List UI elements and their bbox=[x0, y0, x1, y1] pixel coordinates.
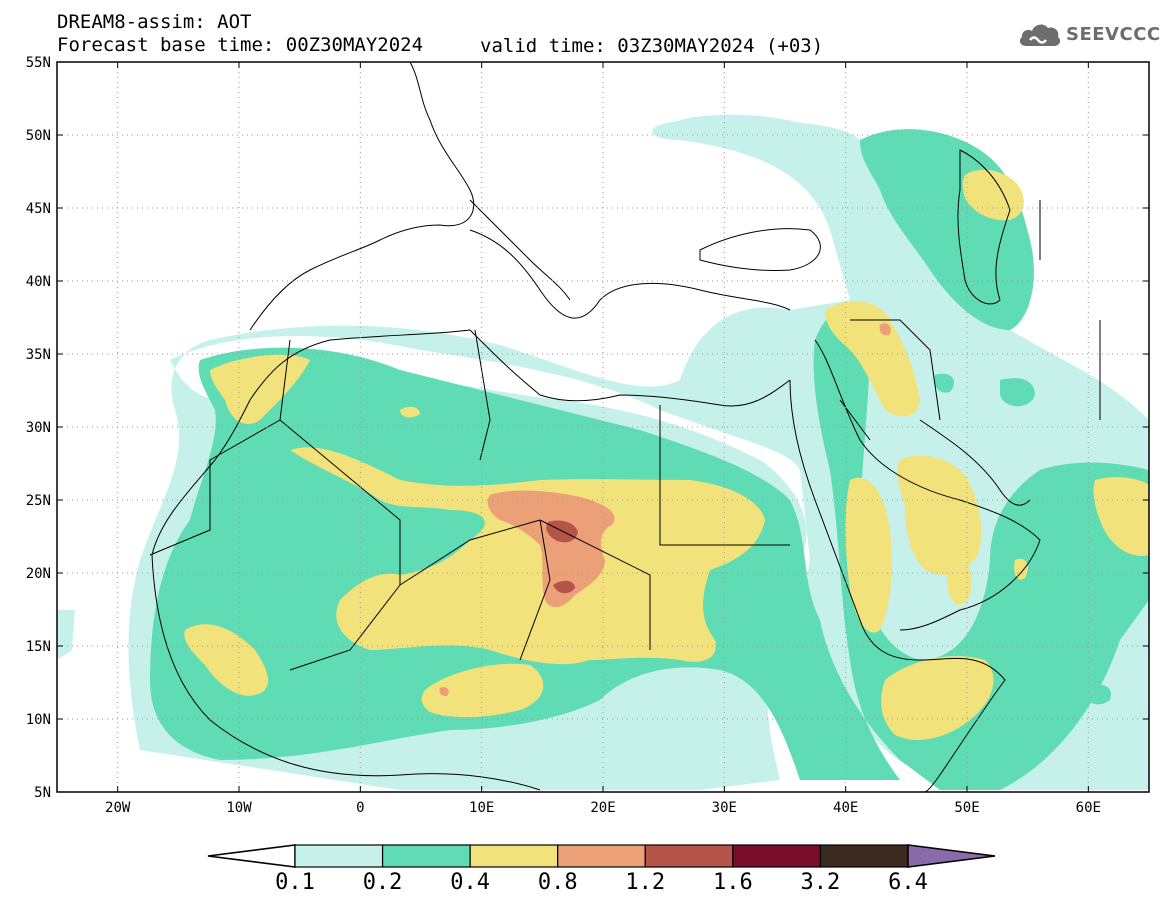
lat-tick-label: 35N bbox=[26, 347, 51, 363]
lat-tick-label: 20N bbox=[26, 566, 51, 582]
colorbar-segment bbox=[732, 844, 822, 868]
colorbar-level-label: 6.4 bbox=[888, 870, 928, 895]
colorbar-segment bbox=[381, 844, 471, 868]
colorbar-level-label: 3.2 bbox=[800, 870, 841, 895]
aot-field bbox=[57, 114, 1149, 790]
colorbar-level-label: 1.2 bbox=[625, 870, 666, 895]
lon-tick-label: 60E bbox=[1076, 800, 1101, 816]
lat-tick-label: 15N bbox=[26, 639, 51, 655]
coastlines bbox=[149, 62, 1101, 792]
colorbar-level-label: 0.4 bbox=[450, 870, 491, 895]
lat-tick-label: 55N bbox=[26, 55, 51, 71]
colorbar-segment bbox=[294, 844, 384, 868]
logo-text: SEEVCCC bbox=[1066, 23, 1161, 45]
latitude-labels: 55N 50N 45N 40N 35N 30N 25N 20N 15N 10N 5N bbox=[26, 55, 51, 801]
lat-tick-label: 45N bbox=[26, 201, 51, 217]
title-line-1: DREAM8-assim: AOT bbox=[57, 11, 252, 33]
colorbar-segment bbox=[557, 844, 646, 868]
colorbar-level-label: 1.6 bbox=[712, 870, 753, 895]
cloud-icon bbox=[1019, 24, 1061, 46]
lon-tick-label: 0 bbox=[356, 800, 364, 816]
lat-tick-label: 40N bbox=[26, 274, 51, 290]
lat-tick-label: 10N bbox=[26, 712, 51, 728]
colorbar-level-label: 0.1 bbox=[275, 870, 315, 895]
aot-band-0.8-1.2 bbox=[439, 323, 891, 697]
colorbar-under-arrow bbox=[207, 844, 296, 868]
colorbar-level-label: 0.2 bbox=[362, 870, 403, 895]
lon-tick-label: 20E bbox=[590, 800, 615, 816]
lat-tick-label: 30N bbox=[26, 420, 51, 436]
lon-tick-label: 40E bbox=[833, 800, 858, 816]
lon-tick-label: 30E bbox=[712, 800, 737, 816]
lon-tick-label: 20W bbox=[105, 800, 131, 816]
colorbar-segment bbox=[644, 844, 734, 868]
seevccc-logo: SEEVCCC bbox=[1018, 20, 1161, 48]
lon-tick-label: 10E bbox=[469, 800, 494, 816]
colorbar-over-arrow bbox=[907, 844, 996, 868]
title-line-2: Forecast base time: 00Z30MAY2024 bbox=[57, 34, 424, 56]
axis-ticks bbox=[57, 61, 1149, 793]
lat-tick-label: 5N bbox=[34, 785, 51, 801]
colorbar-segment bbox=[469, 844, 559, 868]
colorbar-segment bbox=[819, 844, 909, 868]
lat-tick-label: 25N bbox=[26, 493, 51, 509]
lon-tick-label: 10W bbox=[226, 800, 252, 816]
gridlines bbox=[57, 62, 1149, 792]
colorbar-level-label: 0.8 bbox=[537, 870, 578, 895]
longitude-labels: 20W 10W 0 10E 20E 30E 40E 50E 60E bbox=[105, 800, 1101, 816]
valid-time: valid time: 03Z30MAY2024 (+03) bbox=[480, 35, 824, 57]
lat-tick-label: 50N bbox=[26, 128, 51, 144]
colorbar bbox=[207, 844, 996, 868]
lon-tick-label: 50E bbox=[954, 800, 979, 816]
